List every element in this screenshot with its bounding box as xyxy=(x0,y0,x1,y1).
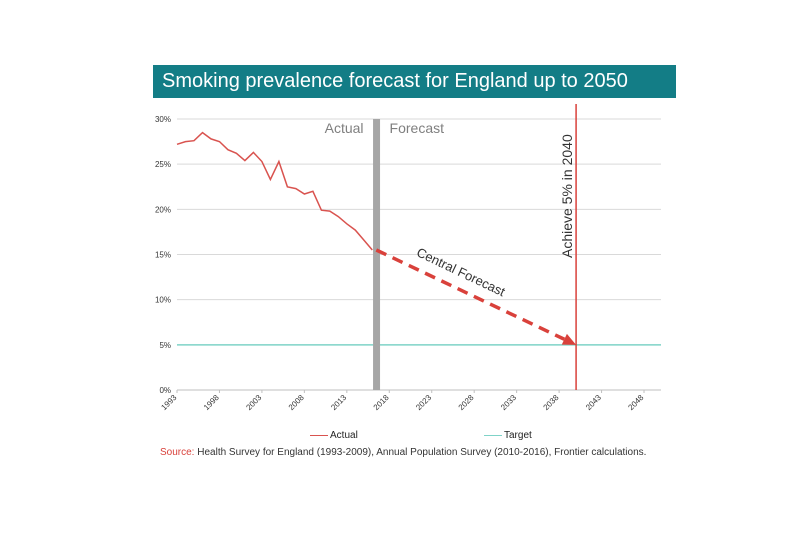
legend-label-actual: Actual xyxy=(330,430,358,441)
source-text: Health Survey for England (1993-2009), A… xyxy=(194,447,647,458)
y-tick-label-10: 10% xyxy=(155,296,171,305)
y-tick-label-0: 0% xyxy=(159,386,171,395)
x-axis-ticks: 1993 1998 2003 2008 2013 2018 2023 2028 2033 2038… xyxy=(159,390,646,412)
source-note: Source: Health Survey for England (1993-… xyxy=(160,447,646,458)
x-tick-label-2033: 2033 xyxy=(499,393,518,412)
x-tick-label-2043: 2043 xyxy=(584,393,603,412)
y-tick-label-25: 25% xyxy=(155,160,171,169)
series-group xyxy=(176,131,661,346)
x-tick-label-2013: 2013 xyxy=(329,393,348,412)
legend-swatch-actual xyxy=(310,434,328,436)
milestone-label: Achieve 5% in 2040 xyxy=(559,134,575,258)
legend-swatch-target xyxy=(484,434,502,436)
x-tick-label-2018: 2018 xyxy=(372,393,391,412)
forecast-period-label: Forecast xyxy=(390,120,445,136)
source-label: Source: xyxy=(160,447,195,458)
y-tick-label-15: 15% xyxy=(155,251,171,260)
x-tick-label-2028: 2028 xyxy=(457,393,476,412)
x-tick-label-2038: 2038 xyxy=(542,393,561,412)
y-tick-label-30: 30% xyxy=(155,115,171,124)
y-axis-ticks: 0% 5% 10% 15% 20% 25% 30% xyxy=(155,115,171,395)
y-tick-label-5: 5% xyxy=(159,341,171,350)
legend-item-target: Target xyxy=(484,430,532,441)
x-tick-label-2008: 2008 xyxy=(287,393,306,412)
legend-label-target: Target xyxy=(504,430,532,441)
forecast-arrow-head xyxy=(561,333,577,345)
x-tick-label-2023: 2023 xyxy=(414,393,433,412)
legend-item-actual: Actual xyxy=(310,430,358,441)
y-tick-label-20: 20% xyxy=(155,205,171,214)
x-tick-label-2048: 2048 xyxy=(626,393,645,412)
forecast-arrow-line xyxy=(375,248,566,341)
actual-period-label: Actual xyxy=(325,120,364,136)
chart-title: Smoking prevalence forecast for England … xyxy=(153,65,676,98)
x-tick-label-1993: 1993 xyxy=(159,393,178,412)
series-line-actual xyxy=(176,131,373,251)
x-tick-label-2003: 2003 xyxy=(244,393,263,412)
x-tick-label-1998: 1998 xyxy=(202,393,221,412)
